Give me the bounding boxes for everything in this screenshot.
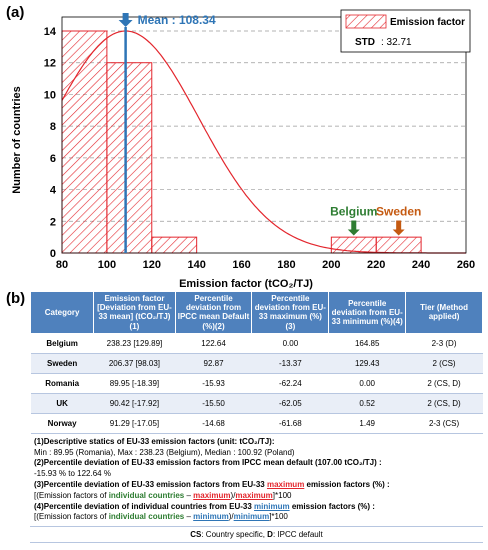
header-ipcc-deviation: Percentile deviation from IPCC mean Defa… <box>174 291 253 334</box>
cell-ipcc-deviation: 92.87 <box>175 353 252 374</box>
y-tick-label: 4 <box>50 185 57 197</box>
note-1-title: (1)Descriptive statics of EU-33 emission… <box>34 436 275 446</box>
header-emission-factor: Emission factor [Deviation from EU-33 me… <box>93 291 176 334</box>
cell-emission-factor: 91.29 [-17.05] <box>93 413 176 434</box>
emission-table: Category Emission factor [Deviation from… <box>29 291 483 434</box>
cell-max-deviation: -13.37 <box>251 353 329 374</box>
table-row: UK 90.42 [-17.92] -15.50 -62.05 0.52 2 (… <box>30 393 483 414</box>
header-max-deviation: Percentile deviation from EU-33 maximum … <box>251 291 330 334</box>
cell-min-deviation: 0.00 <box>328 373 406 394</box>
y-tick-label: 2 <box>50 216 56 228</box>
cell-category: Sweden <box>30 353 94 374</box>
header-category: Category <box>29 291 95 334</box>
note-2: (2)Percentile deviation of EU-33 emissio… <box>34 458 479 480</box>
header-tier: Tier (Method applied) <box>405 291 483 334</box>
cell-ipcc-deviation: -15.50 <box>175 393 252 414</box>
cell-tier: 2 (CS) <box>405 353 483 374</box>
note-1-text: Min : 89.95 (Romania), Max : 238.23 (Bel… <box>34 447 295 457</box>
x-tick-label: 180 <box>277 259 295 271</box>
country-marker-label: Belgium <box>330 205 377 219</box>
legend-std-value: : 32.71 <box>381 37 412 48</box>
cell-max-deviation: -62.05 <box>251 393 329 414</box>
table-notes: (1)Descriptive statics of EU-33 emission… <box>30 434 483 528</box>
cell-ipcc-deviation: -15.93 <box>175 373 252 394</box>
histogram-chart: 80 100 120 140 160 180 200 220 240 260 0 2 4 6 8 10 12 14… <box>11 9 475 290</box>
cell-emission-factor: 238.23 [129.89] <box>93 333 176 354</box>
x-tick-label: 160 <box>232 259 250 271</box>
note-3: (3)Percentile deviation of EU-33 emissio… <box>34 480 479 502</box>
cell-tier: 2 (CS, D) <box>405 373 483 394</box>
down-arrow-icon <box>347 220 360 236</box>
cell-min-deviation: 0.52 <box>328 393 406 414</box>
histogram-bar <box>375 236 422 254</box>
cell-min-deviation: 129.43 <box>328 353 406 374</box>
table-footer: CS: Country specific, D: IPCC default <box>30 527 483 544</box>
mean-arrow-icon <box>118 13 133 27</box>
y-axis-title: Number of countries <box>11 86 23 194</box>
down-arrow-icon <box>392 220 405 236</box>
cell-min-deviation: 164.85 <box>328 333 406 354</box>
panel-a-label: (a) <box>6 4 25 21</box>
cell-category: Romania <box>30 373 94 394</box>
x-tick-label: 220 <box>367 259 385 271</box>
table-row: Norway 91.29 [-17.05] -14.68 -61.68 1.49… <box>30 413 483 434</box>
cell-tier: 2-3 (D) <box>405 333 483 354</box>
cell-category: Norway <box>30 413 94 434</box>
y-tick-label: 12 <box>44 58 56 70</box>
table-row: Belgium 238.23 [129.89] 122.64 0.00 164.… <box>30 333 483 354</box>
legend-series-label: Emission factor <box>390 17 465 28</box>
histogram-bar <box>151 236 198 254</box>
header-min-deviation: Percentile deviation from EU-33 minimum … <box>328 291 407 334</box>
x-tick-label: 100 <box>98 259 116 271</box>
cell-emission-factor: 89.95 [-18.39] <box>93 373 176 394</box>
x-tick-label: 120 <box>143 259 161 271</box>
legend-std-label: STD <box>355 37 375 48</box>
cell-tier: 2 (CS, D) <box>405 393 483 414</box>
note-4-formula: [(Emission factors of individual countri… <box>34 512 288 522</box>
y-tick-label: 8 <box>50 121 56 133</box>
cell-max-deviation: -62.24 <box>251 373 329 394</box>
note-3-title: (3)Percentile deviation of EU-33 emissio… <box>34 479 390 489</box>
x-tick-label: 200 <box>322 259 340 271</box>
note-2-title: (2)Percentile deviation of EU-33 emissio… <box>34 458 382 468</box>
histogram-bar <box>106 62 153 254</box>
legend: Emission factor STD : 32.71 <box>340 9 471 53</box>
y-tick-label: 14 <box>44 26 57 38</box>
cell-max-deviation: 0.00 <box>251 333 329 354</box>
table-row: Sweden 206.37 [98.03] 92.87 -13.37 129.4… <box>30 353 483 374</box>
table-row: Romania 89.95 [-18.39] -15.93 -62.24 0.0… <box>30 373 483 394</box>
table-header-row: Category Emission factor [Deviation from… <box>29 291 483 334</box>
cell-ipcc-deviation: -14.68 <box>175 413 252 434</box>
panel-b-label: (b) <box>6 290 26 307</box>
mean-label: Mean : 108.34 <box>138 13 216 27</box>
x-tick-label: 140 <box>187 259 205 271</box>
cell-emission-factor: 90.42 [-17.92] <box>93 393 176 414</box>
x-axis-title: Emission factor (tCO₂/TJ) <box>179 278 313 290</box>
note-4: (4)Percentile deviation of individual co… <box>34 502 479 524</box>
x-tick-label: 80 <box>56 259 68 271</box>
note-4-title: (4)Percentile deviation of individual co… <box>34 501 375 511</box>
legend-swatch <box>345 14 387 29</box>
note-2-text: -15.93 % to 122.64 % <box>34 469 111 479</box>
cell-tier: 2-3 (CS) <box>405 413 483 434</box>
cell-category: Belgium <box>30 333 94 354</box>
y-tick-label: 0 <box>50 248 56 260</box>
cell-ipcc-deviation: 122.64 <box>175 333 252 354</box>
data-table-panel: Category Emission factor [Deviation from… <box>29 291 483 544</box>
histogram-bar <box>61 30 108 254</box>
cell-category: UK <box>30 393 94 414</box>
note-1: (1)Descriptive statics of EU-33 emission… <box>34 437 479 459</box>
note-3-formula: [(Emission factors of individual countri… <box>34 490 292 500</box>
x-tick-label: 260 <box>457 259 475 271</box>
cell-emission-factor: 206.37 [98.03] <box>93 353 176 374</box>
cell-min-deviation: 1.49 <box>328 413 406 434</box>
cell-max-deviation: -61.68 <box>251 413 329 434</box>
plot-frame <box>61 16 467 254</box>
country-marker-label: Sweden <box>376 205 421 219</box>
y-tick-label: 6 <box>50 153 56 165</box>
x-tick-label: 240 <box>412 259 430 271</box>
y-tick-label: 10 <box>44 89 56 101</box>
